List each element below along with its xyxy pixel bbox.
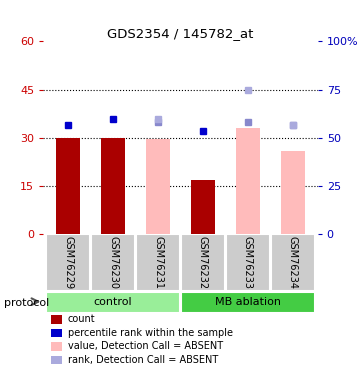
Title: GDS2354 / 145782_at: GDS2354 / 145782_at [107,27,254,40]
Bar [191,180,216,234]
Bar [226,234,270,291]
Text: protocol: protocol [4,298,49,307]
Text: GSM76229: GSM76229 [63,236,73,289]
Text: count: count [68,315,95,324]
Bar [280,151,305,234]
Text: GSM76234: GSM76234 [288,236,298,289]
Text: MB ablation: MB ablation [215,297,281,307]
Bar [101,138,125,234]
Bar [136,234,180,291]
Text: GSM76230: GSM76230 [108,236,118,289]
Bar [91,234,135,291]
Text: rank, Detection Call = ABSENT: rank, Detection Call = ABSENT [68,355,218,365]
Text: GSM76233: GSM76233 [243,236,253,289]
Bar [236,128,260,234]
Text: value, Detection Call = ABSENT: value, Detection Call = ABSENT [68,342,223,351]
Bar [145,140,170,234]
Text: GSM76232: GSM76232 [198,236,208,289]
Bar [46,234,90,291]
Bar [181,291,315,313]
Text: control: control [94,297,132,307]
Text: percentile rank within the sample: percentile rank within the sample [68,328,232,338]
Bar [181,234,225,291]
Text: GSM76231: GSM76231 [153,236,163,289]
Bar [46,291,180,313]
Bar [271,234,315,291]
Bar [56,138,81,234]
